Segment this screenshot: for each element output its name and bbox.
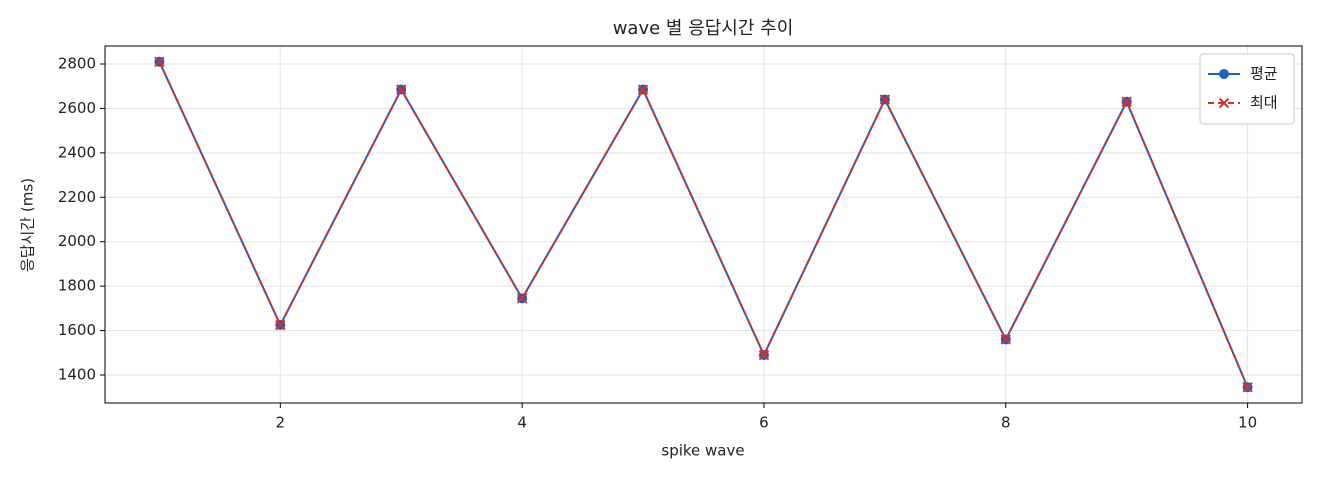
y-tick-label: 1800 xyxy=(58,277,96,295)
series-line xyxy=(158,61,1249,388)
y-tick-label: 2000 xyxy=(58,232,96,250)
legend-marker xyxy=(1218,97,1230,109)
y-axis-label: 응답시간 (ms) xyxy=(19,178,37,272)
x-tick-label: 2 xyxy=(276,414,286,432)
y-tick-label: 2600 xyxy=(58,99,96,117)
legend-marker xyxy=(1219,69,1229,79)
x-tick-label: 4 xyxy=(517,414,527,432)
x-axis-label: spike wave xyxy=(661,442,744,460)
y-tick-label: 1400 xyxy=(58,366,96,384)
marker xyxy=(1242,382,1253,393)
plot-frame xyxy=(104,45,1303,404)
legend-label: 최대 xyxy=(1250,94,1278,112)
legend-label: 평균 xyxy=(1250,65,1278,83)
y-tick-label: 2800 xyxy=(58,54,96,72)
marker xyxy=(879,94,891,105)
marker xyxy=(275,319,286,331)
y-tick-label: 1600 xyxy=(58,321,96,339)
marker xyxy=(758,349,770,361)
marker xyxy=(154,56,165,67)
chart-title: wave 별 응답시간 추이 xyxy=(613,18,794,39)
marker xyxy=(516,293,528,304)
x-tick-label: 6 xyxy=(759,414,769,432)
x-tick-label: 10 xyxy=(1238,414,1257,432)
legend-box xyxy=(1199,53,1295,125)
marker xyxy=(637,84,649,95)
marker xyxy=(1121,96,1132,107)
marker xyxy=(396,84,407,95)
marker xyxy=(1000,334,1011,345)
x-tick-label: 8 xyxy=(1001,414,1011,432)
y-tick-label: 2400 xyxy=(58,143,96,161)
y-tick-label: 2200 xyxy=(58,188,96,206)
